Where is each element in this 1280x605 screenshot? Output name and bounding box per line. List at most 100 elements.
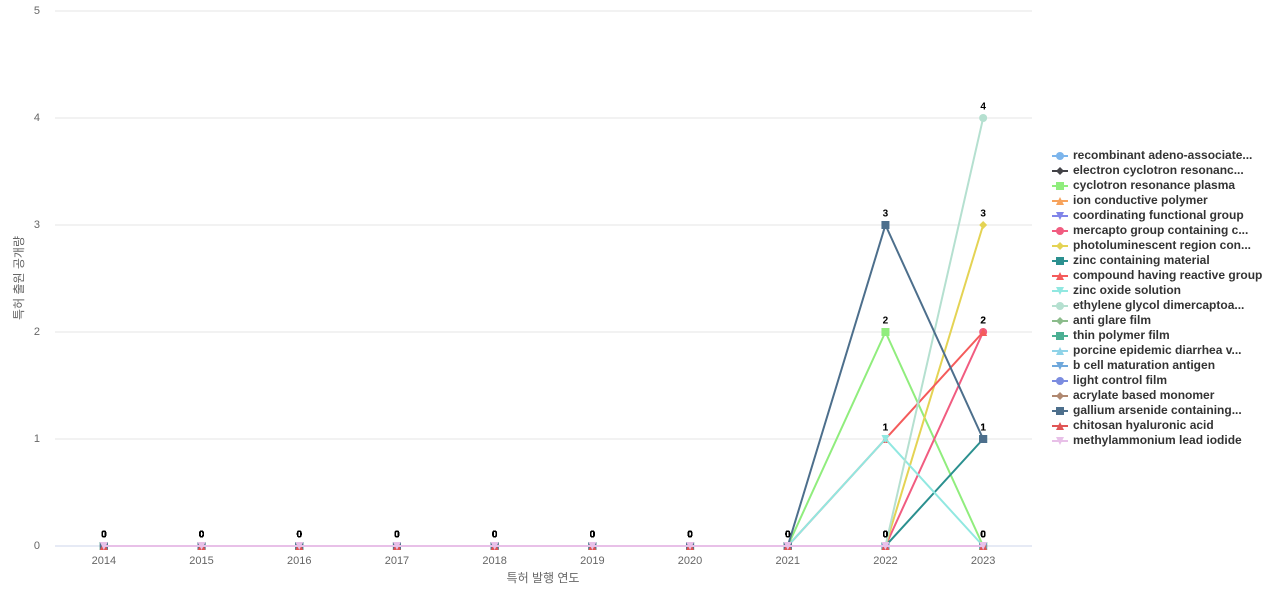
data-label: 0 xyxy=(687,530,693,541)
data-label: 0 xyxy=(980,530,986,541)
y-tick-label: 0 xyxy=(34,540,40,552)
legend-label: porcine epidemic diarrhea v... xyxy=(1073,343,1242,357)
data-label: 1 xyxy=(883,423,889,434)
data-label: 0 xyxy=(492,530,498,541)
data-label: 0 xyxy=(883,530,889,541)
data-point xyxy=(881,221,890,229)
data-label: 0 xyxy=(883,530,889,541)
data-point xyxy=(979,221,988,229)
legend-label: compound having reactive group xyxy=(1073,268,1262,282)
data-label: 0 xyxy=(883,530,889,541)
data-label: 3 xyxy=(883,209,889,220)
data-label: 0 xyxy=(199,530,205,541)
data-label: 0 xyxy=(394,530,400,541)
data-label: 0 xyxy=(296,530,302,541)
data-label: 0 xyxy=(199,530,205,541)
data-label: 0 xyxy=(296,530,302,541)
data-label: 0 xyxy=(883,530,889,541)
legend-symbol xyxy=(1056,227,1064,235)
data-label: 0 xyxy=(785,530,791,541)
data-label: 0 xyxy=(199,530,205,541)
legend-symbol xyxy=(1056,182,1064,190)
data-label: 0 xyxy=(394,530,400,541)
legend-symbol xyxy=(1056,152,1064,160)
data-label: 0 xyxy=(687,530,693,541)
data-label: 0 xyxy=(394,530,400,541)
x-tick-label: 2014 xyxy=(92,555,116,567)
x-tick-label: 2020 xyxy=(678,555,702,567)
data-label: 0 xyxy=(394,530,400,541)
data-label: 0 xyxy=(590,530,596,541)
y-tick-label: 3 xyxy=(34,219,40,231)
data-label: 0 xyxy=(590,530,596,541)
data-label: 0 xyxy=(883,530,889,541)
data-label: 0 xyxy=(590,530,596,541)
y-tick-label: 1 xyxy=(34,433,40,445)
data-label: 0 xyxy=(296,530,302,541)
data-label: 0 xyxy=(492,530,498,541)
data-point xyxy=(392,542,401,550)
data-label: 0 xyxy=(883,530,889,541)
data-label: 0 xyxy=(980,530,986,541)
x-tick-label: 2022 xyxy=(873,555,897,567)
data-label: 0 xyxy=(394,530,400,541)
data-label: 0 xyxy=(101,530,107,541)
data-label: 0 xyxy=(296,530,302,541)
data-label: 0 xyxy=(687,530,693,541)
legend-symbol xyxy=(1056,197,1064,205)
legend-label: acrylate based monomer xyxy=(1073,388,1215,402)
x-tick-label: 2021 xyxy=(776,555,800,567)
data-label: 0 xyxy=(394,530,400,541)
data-label: 0 xyxy=(980,530,986,541)
data-label: 0 xyxy=(199,530,205,541)
data-label: 0 xyxy=(492,530,498,541)
data-label: 0 xyxy=(590,530,596,541)
data-label: 0 xyxy=(980,530,986,541)
data-label: 0 xyxy=(590,530,596,541)
legend-label: methylammonium lead iodide xyxy=(1073,433,1242,447)
data-label: 0 xyxy=(199,530,205,541)
data-label: 0 xyxy=(492,530,498,541)
data-label: 0 xyxy=(101,530,107,541)
data-label: 0 xyxy=(687,530,693,541)
data-label: 0 xyxy=(394,530,400,541)
data-label: 0 xyxy=(394,530,400,541)
data-label: 0 xyxy=(687,530,693,541)
data-label: 0 xyxy=(785,530,791,541)
data-label: 0 xyxy=(296,530,302,541)
data-label: 0 xyxy=(394,530,400,541)
data-label: 0 xyxy=(785,530,791,541)
data-label: 0 xyxy=(687,530,693,541)
series-line xyxy=(103,222,985,547)
data-label: 4 xyxy=(980,102,986,113)
legend-symbol xyxy=(1056,407,1064,415)
data-label: 0 xyxy=(492,530,498,541)
data-label: 0 xyxy=(785,530,791,541)
data-label: 2 xyxy=(980,316,986,327)
data-point xyxy=(979,435,988,443)
data-label: 0 xyxy=(199,530,205,541)
data-label: 0 xyxy=(883,530,889,541)
data-point xyxy=(295,542,304,550)
data-label: 0 xyxy=(101,530,107,541)
y-tick-label: 4 xyxy=(34,112,40,124)
data-label: 0 xyxy=(590,530,596,541)
data-label: 0 xyxy=(980,530,986,541)
data-label: 0 xyxy=(883,530,889,541)
data-label: 0 xyxy=(296,530,302,541)
data-label: 0 xyxy=(296,530,302,541)
data-label: 0 xyxy=(687,530,693,541)
data-label: 0 xyxy=(883,530,889,541)
legend-label: cyclotron resonance plasma xyxy=(1073,178,1235,192)
data-label: 0 xyxy=(980,530,986,541)
data-label: 0 xyxy=(785,530,791,541)
legend-symbol xyxy=(1056,377,1064,385)
data-label: 0 xyxy=(394,530,400,541)
data-label: 0 xyxy=(394,530,400,541)
data-label: 0 xyxy=(883,530,889,541)
data-label: 0 xyxy=(785,530,791,541)
data-label: 0 xyxy=(101,530,107,541)
data-label: 0 xyxy=(590,530,596,541)
series-line xyxy=(103,437,984,547)
data-label: 0 xyxy=(199,530,205,541)
